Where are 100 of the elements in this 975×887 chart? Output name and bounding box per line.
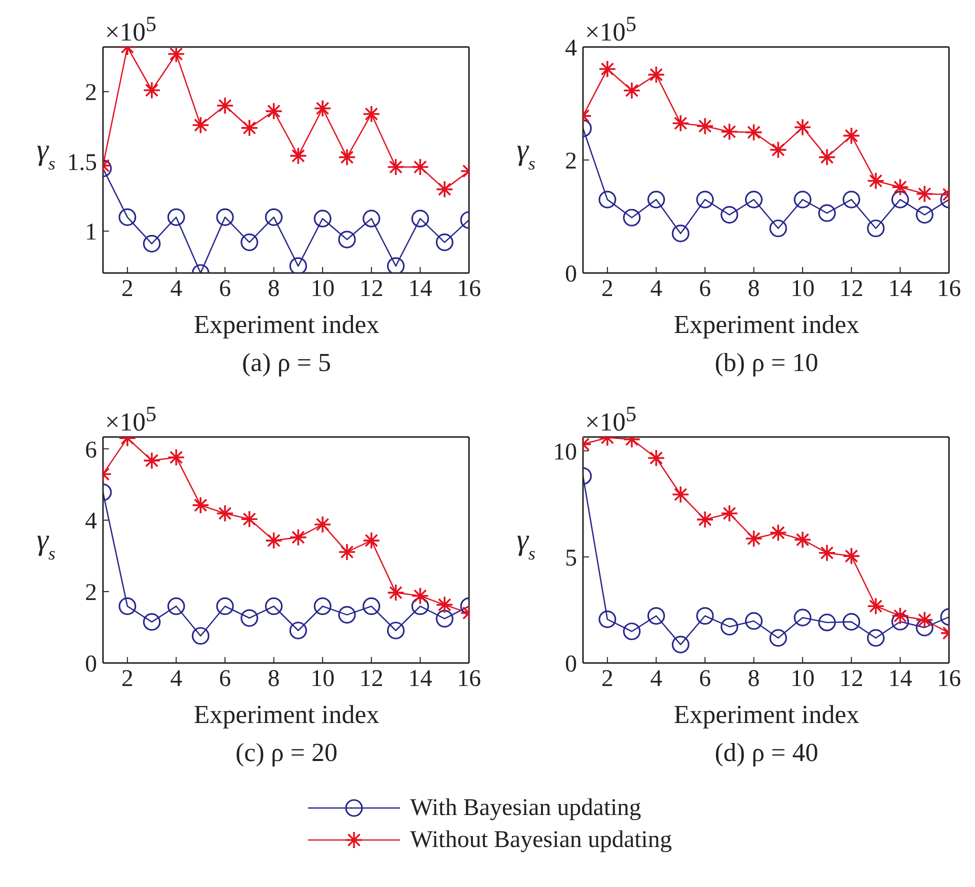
point	[436, 180, 454, 198]
point	[142, 81, 161, 100]
y-tick-label: 6	[85, 437, 97, 464]
x-tick-label: 12	[359, 666, 384, 692]
point	[647, 449, 666, 467]
point	[794, 530, 812, 549]
x-axis-title: Experiment index	[192, 310, 380, 340]
point	[216, 96, 234, 114]
text: (b) ρ = 10	[714, 348, 820, 378]
point	[216, 504, 234, 522]
text: ×10$^{5}$	[585, 12, 636, 48]
point	[842, 613, 860, 631]
point	[314, 210, 332, 228]
point	[769, 629, 787, 647]
point	[436, 596, 454, 614]
x-tick-label: 4	[170, 666, 182, 692]
text: (d) ρ = 40	[714, 738, 820, 768]
point	[338, 148, 356, 166]
x-tick-label: 16	[457, 276, 481, 302]
point	[672, 224, 690, 242]
point	[436, 234, 454, 252]
point	[916, 618, 934, 636]
point	[891, 606, 910, 625]
point	[622, 82, 641, 100]
point	[314, 516, 332, 534]
point	[647, 190, 665, 208]
x-tick-label: 14	[888, 666, 912, 692]
point	[289, 146, 308, 165]
point	[167, 47, 186, 63]
point	[672, 636, 690, 654]
point	[672, 114, 690, 132]
point	[720, 618, 738, 636]
point	[794, 118, 812, 136]
point	[240, 510, 258, 528]
point	[916, 185, 934, 203]
point	[598, 610, 616, 628]
point	[143, 613, 161, 631]
y-tick-label: 2	[565, 148, 577, 175]
x-tick-label: 10	[310, 666, 335, 692]
x-tick-label: 4	[170, 276, 182, 302]
point	[436, 610, 454, 628]
x-tick-label: 14	[408, 276, 432, 302]
point	[167, 208, 185, 226]
y-tick-label: 4	[85, 508, 97, 535]
x-axis-title: Experiment index	[192, 700, 380, 730]
point	[891, 178, 910, 196]
point	[265, 208, 283, 226]
point	[696, 190, 714, 208]
x-tick-label: 6	[699, 276, 711, 302]
x-tick-label: 8	[268, 666, 280, 692]
point	[744, 123, 763, 142]
x-tick-label: 2	[121, 666, 134, 692]
y-axis-title: γ$_{s}$	[516, 134, 536, 174]
x-tick-label: 6	[699, 666, 711, 692]
x-tick-label: 16	[457, 666, 481, 692]
x-tick-label: 12	[359, 276, 384, 302]
point	[167, 448, 186, 466]
point	[842, 547, 860, 565]
y-tick-label: 5	[565, 545, 577, 572]
point	[696, 607, 714, 625]
x-tick-label: 14	[888, 276, 912, 302]
point	[118, 597, 136, 616]
y-tick-label: 1.5	[67, 150, 97, 176]
point	[818, 544, 836, 562]
point	[362, 532, 380, 550]
legend-label: With Bayesian updating	[410, 794, 642, 822]
point	[240, 234, 258, 252]
y-tick-label: 1	[85, 220, 97, 246]
point	[338, 230, 356, 248]
point	[696, 117, 714, 135]
legend-label: Without Bayesian updating	[410, 826, 672, 854]
y-tick-label: 4	[565, 36, 577, 62]
point	[289, 528, 308, 546]
point	[142, 452, 161, 470]
point	[411, 597, 429, 616]
y-tick-label: 0	[565, 262, 577, 288]
point	[769, 524, 788, 542]
x-tick-label: 8	[268, 276, 280, 302]
point	[264, 102, 283, 120]
point	[387, 622, 405, 640]
point	[362, 105, 380, 123]
point	[769, 220, 787, 238]
point	[672, 486, 690, 504]
point	[192, 496, 210, 514]
point	[720, 122, 738, 141]
point	[818, 204, 836, 222]
point	[891, 190, 909, 208]
point	[411, 586, 430, 605]
x-tick-label: 8	[748, 276, 760, 302]
point	[289, 257, 307, 273]
point	[916, 611, 934, 629]
y-tick-label: 0	[565, 652, 577, 678]
y-axis-title: γ$_{s}$	[516, 524, 536, 564]
point	[216, 208, 234, 226]
x-tick-label: 8	[748, 666, 760, 692]
point	[192, 116, 210, 134]
point	[744, 530, 763, 548]
text: ×10$^{5}$	[585, 402, 636, 438]
point	[769, 140, 788, 159]
x-axis-title: Experiment index	[672, 700, 860, 730]
